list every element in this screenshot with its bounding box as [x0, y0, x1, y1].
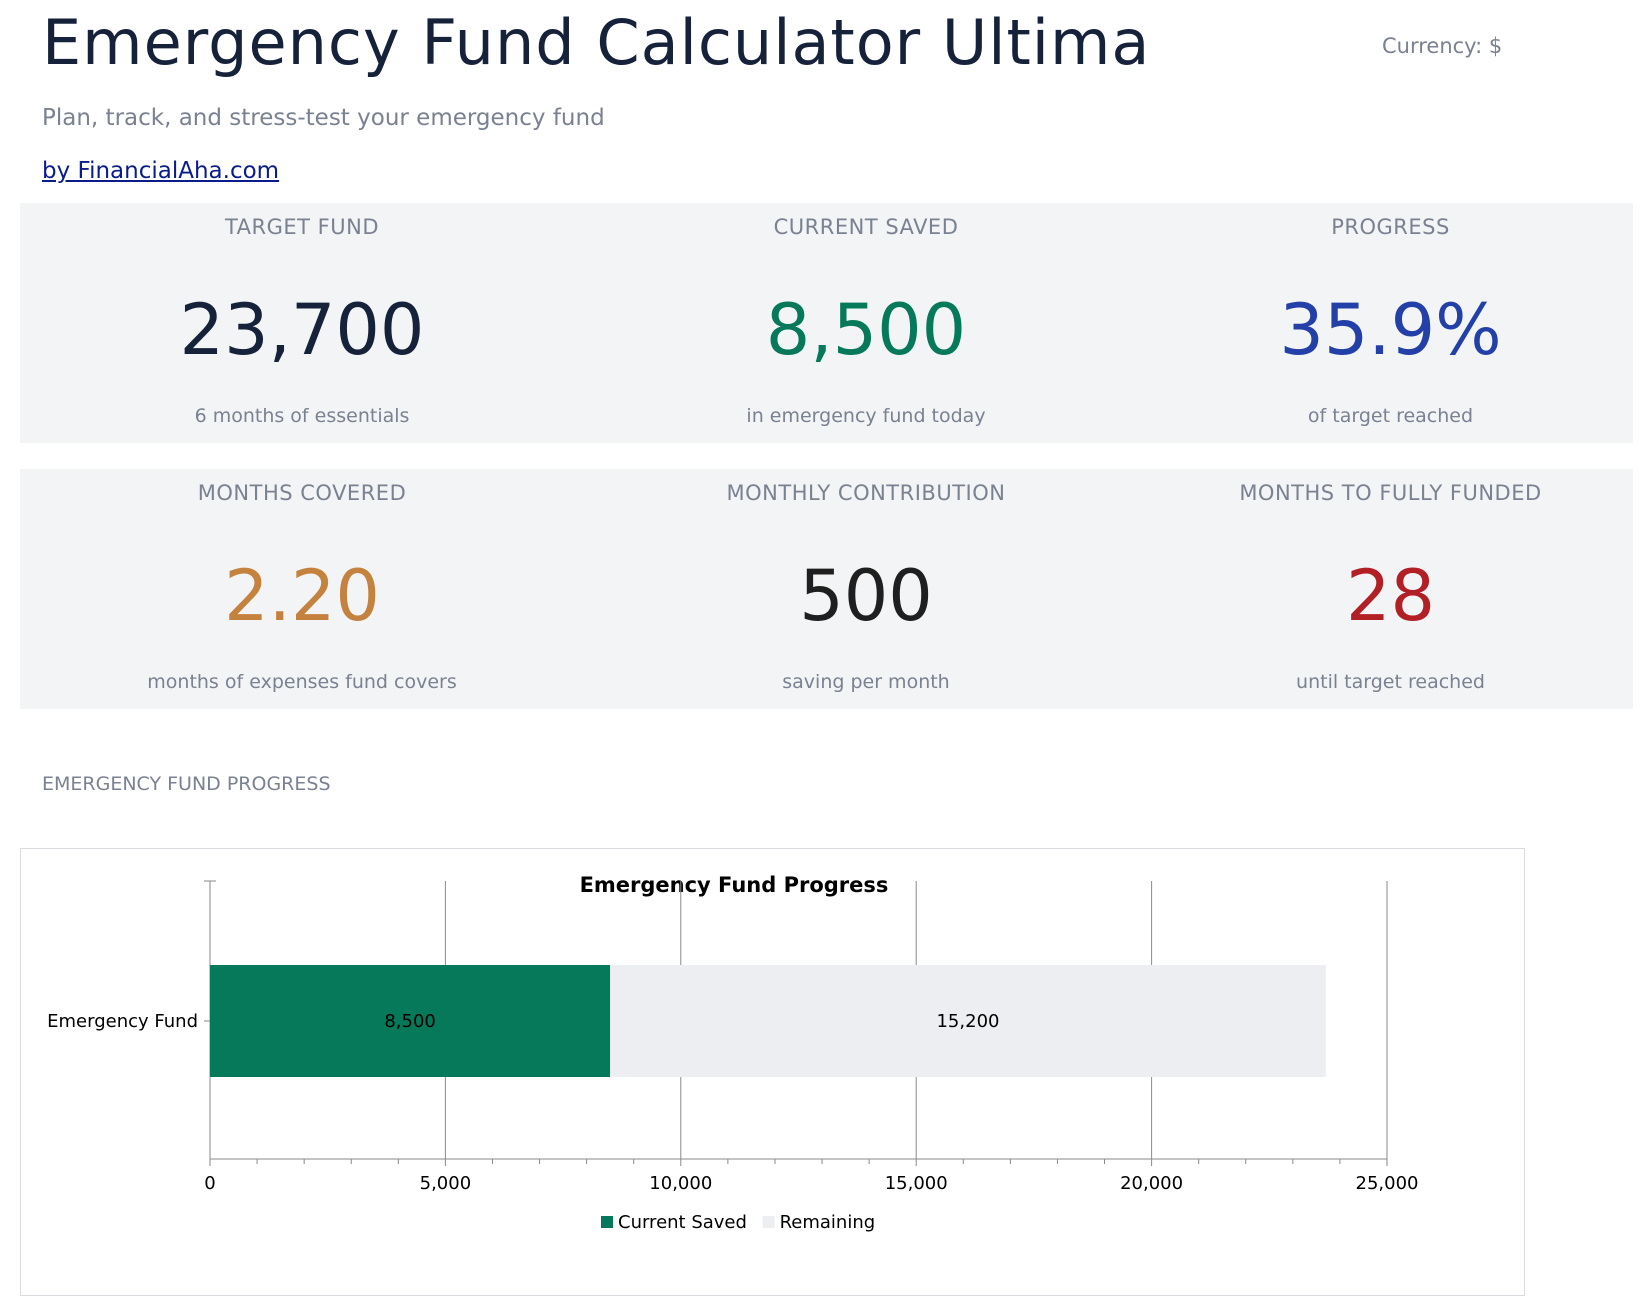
page-subtitle: Plan, track, and stress-test your emerge…: [42, 105, 605, 131]
kpi-target-fund: TARGET FUND 23,700 6 months of essential…: [20, 203, 584, 443]
kpi-label: MONTHLY CONTRIBUTION: [726, 481, 1006, 505]
x-tick-label: 0: [204, 1173, 215, 1194]
chart-svg: Emergency Fund Progress 0 5,000 10,000 15,00…: [47, 873, 1419, 1233]
kpi-subtext: of target reached: [1307, 405, 1474, 427]
x-tick-label: 25,000: [1356, 1173, 1419, 1194]
kpi-months-to-funded: MONTHS TO FULLY FUNDED 28 until target r…: [1148, 469, 1633, 709]
kpi-label: TARGET FUND: [224, 215, 380, 239]
x-tick-label: 10,000: [649, 1173, 712, 1194]
legend-label: Current Saved: [618, 1212, 747, 1233]
kpi-label: CURRENT SAVED: [773, 215, 959, 239]
chart-title: Emergency Fund Progress: [580, 873, 889, 897]
page-title: Emergency Fund Calculator Ultimate: [42, 6, 1152, 79]
legend-swatch: [601, 1216, 613, 1228]
kpi-subtext: saving per month: [782, 671, 950, 693]
kpi-subtext: until target reached: [1296, 671, 1485, 693]
kpi-row-1: TARGET FUND 23,700 6 months of essential…: [20, 203, 1633, 443]
kpi-subtext: in emergency fund today: [746, 405, 986, 427]
x-tick-label: 15,000: [885, 1173, 948, 1194]
x-tick-label: 20,000: [1120, 1173, 1183, 1194]
kpi-label: MONTHS TO FULLY FUNDED: [1239, 481, 1542, 505]
kpi-current-saved: CURRENT SAVED 8,500 in emergency fund to…: [584, 203, 1148, 443]
legend-label: Remaining: [780, 1212, 876, 1233]
bar-current-saved: [210, 965, 611, 1077]
kpi-subtext: months of expenses fund covers: [147, 671, 457, 693]
kpi-months-covered: MONTHS COVERED 2.20 months of expenses f…: [20, 469, 584, 709]
legend-swatch: [762, 1216, 775, 1228]
kpi-value: 35.9%: [1279, 289, 1502, 371]
kpi-value: 8,500: [765, 289, 967, 371]
kpi-row-2: MONTHS COVERED 2.20 months of expenses f…: [20, 469, 1633, 709]
bar-remaining: [610, 965, 1326, 1077]
currency-label: Currency: $: [1382, 34, 1503, 58]
kpi-value: 500: [799, 555, 933, 637]
data-label: 15,200: [936, 1011, 999, 1032]
category-label: Emergency Fund: [47, 1011, 198, 1032]
kpi-subtext: 6 months of essentials: [194, 405, 410, 427]
kpi-value: 28: [1345, 555, 1436, 637]
kpi-label: MONTHS COVERED: [197, 481, 407, 505]
section-heading: EMERGENCY FUND PROGRESS: [42, 773, 331, 795]
financialaha-link[interactable]: by FinancialAha.com: [42, 158, 280, 184]
kpi-value: 23,700: [179, 289, 425, 371]
kpi-label: PROGRESS: [1331, 215, 1450, 239]
data-label: 8,500: [384, 1011, 436, 1032]
kpi-value: 2.20: [224, 555, 380, 637]
kpi-progress: PROGRESS 35.9% of target reached: [1148, 203, 1633, 443]
x-tick-label: 5,000: [420, 1173, 472, 1194]
progress-chart: Emergency Fund Progress 0 5,000 10,000 15,00…: [20, 848, 1525, 1296]
kpi-monthly-contribution: MONTHLY CONTRIBUTION 500 saving per mont…: [584, 469, 1148, 709]
